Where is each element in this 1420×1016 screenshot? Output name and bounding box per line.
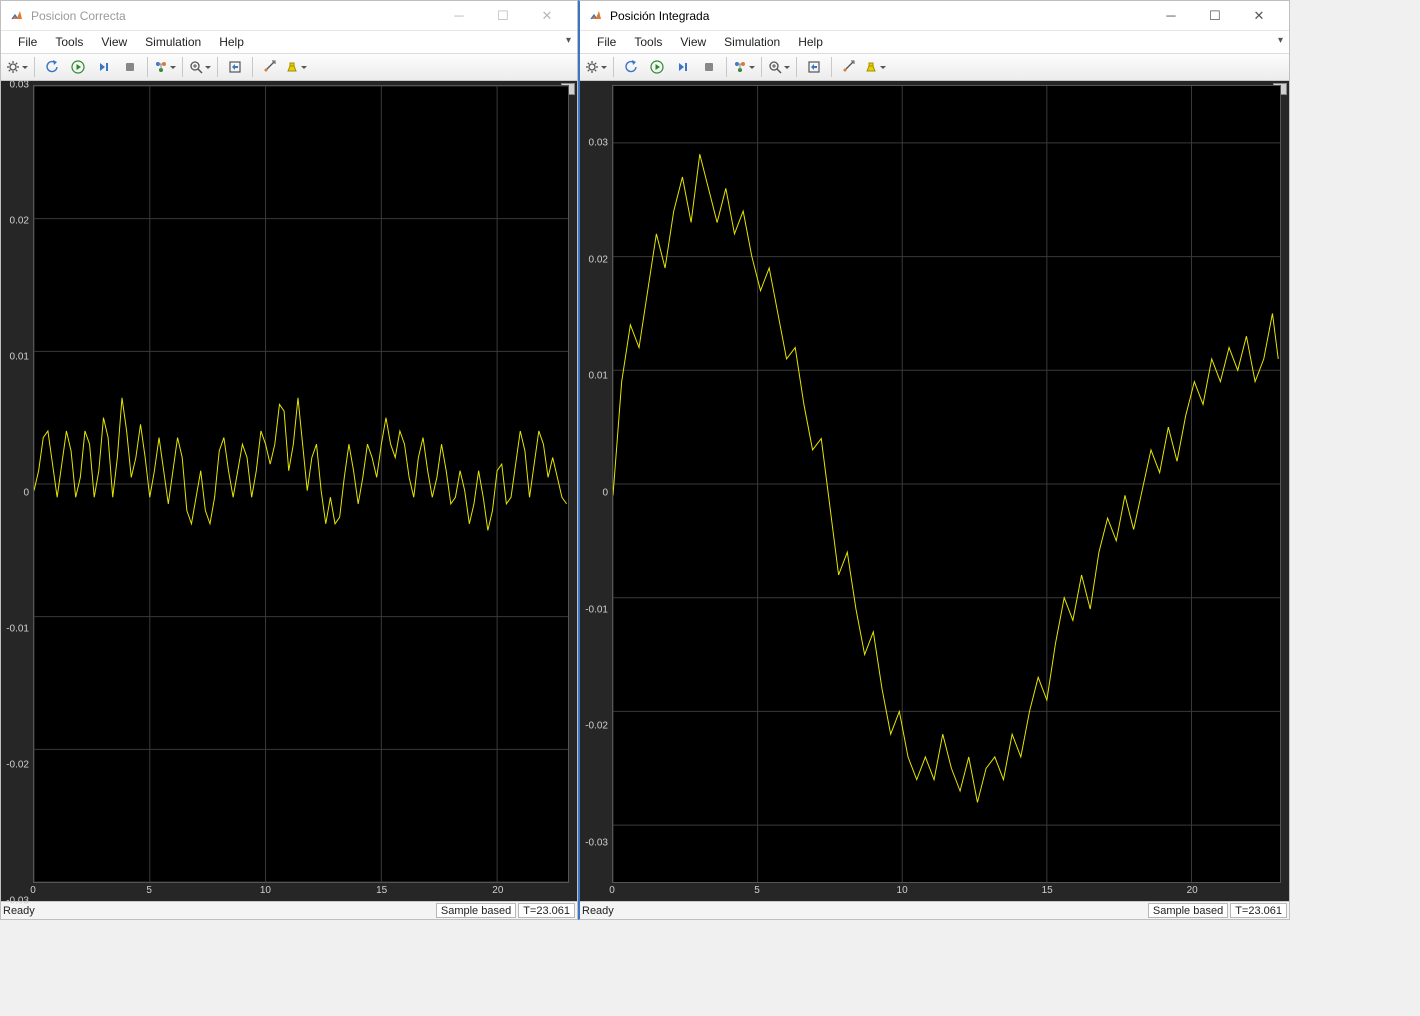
status-mode: Sample based xyxy=(436,903,516,918)
x-axis-left: 0 5 10 15 20 xyxy=(33,883,569,901)
menu-tools[interactable]: Tools xyxy=(625,33,671,51)
status-time: T=23.061 xyxy=(518,903,575,918)
minimize-button[interactable]: ─ xyxy=(437,1,481,31)
scope-area-right: -0.03 -0.02 -0.01 0 0.01 0.02 0.03 0 5 10 15 20 xyxy=(580,81,1289,901)
matlab-icon xyxy=(9,8,25,24)
play-button[interactable] xyxy=(645,56,669,78)
stop-button[interactable] xyxy=(697,56,721,78)
highlight-button[interactable] xyxy=(863,56,887,78)
close-button[interactable]: ✕ xyxy=(1237,1,1281,31)
highlight-button[interactable] xyxy=(284,56,308,78)
y-tick-label: -0.01 xyxy=(6,623,29,634)
menu-view[interactable]: View xyxy=(92,33,136,51)
x-tick-label: 0 xyxy=(609,885,615,896)
y-tick-label: 0.01 xyxy=(589,371,608,382)
x-tick-label: 20 xyxy=(492,885,503,896)
toolbar-left xyxy=(1,53,577,81)
menu-simulation[interactable]: Simulation xyxy=(136,33,210,51)
back-button[interactable] xyxy=(619,56,643,78)
menu-help[interactable]: Help xyxy=(789,33,832,51)
status-time: T=23.061 xyxy=(1230,903,1287,918)
y-tick-label: 0.01 xyxy=(10,351,29,362)
menubar-left: File Tools View Simulation Help ▾ xyxy=(1,31,577,53)
menubar-right: File Tools View Simulation Help ▾ xyxy=(580,31,1289,53)
window-posicion-integrada: Posición Integrada ─ ☐ ✕ File Tools View… xyxy=(578,0,1290,920)
play-button[interactable] xyxy=(66,56,90,78)
toolbar-separator xyxy=(147,57,148,77)
gear-button[interactable] xyxy=(584,56,608,78)
window-title: Posición Integrada xyxy=(610,9,709,23)
menu-tools[interactable]: Tools xyxy=(46,33,92,51)
menu-overflow-icon[interactable]: ▾ xyxy=(566,35,571,46)
zoom-button[interactable] xyxy=(767,56,791,78)
toolbar-separator xyxy=(613,57,614,77)
toolbar-separator xyxy=(217,57,218,77)
x-tick-label: 15 xyxy=(1042,885,1053,896)
statusbar-left: Ready Sample based T=23.061 xyxy=(1,901,577,919)
x-tick-label: 10 xyxy=(260,885,271,896)
y-axis-right: -0.03 -0.02 -0.01 0 0.01 0.02 0.03 xyxy=(582,85,612,901)
status-mode: Sample based xyxy=(1148,903,1228,918)
y-tick-label: -0.02 xyxy=(6,760,29,771)
zoom-button[interactable] xyxy=(188,56,212,78)
config-button[interactable] xyxy=(153,56,177,78)
y-axis-left: -0.03-0.02-0.0100.010.020.03 xyxy=(3,85,33,901)
menu-simulation[interactable]: Simulation xyxy=(715,33,789,51)
measure-button[interactable] xyxy=(837,56,861,78)
scope-area-left: -0.03-0.02-0.0100.010.020.03 05101520 xyxy=(1,81,577,901)
x-axis-right: 0 5 10 15 20 xyxy=(612,883,1281,901)
menu-file[interactable]: File xyxy=(588,33,625,51)
menu-view[interactable]: View xyxy=(671,33,715,51)
x-tick-label: 10 xyxy=(897,885,908,896)
titlebar-left[interactable]: Posicion Correcta ─ ☐ ✕ xyxy=(1,1,577,31)
fit-button[interactable] xyxy=(802,56,826,78)
x-tick-label: 15 xyxy=(376,885,387,896)
y-tick-label: 0 xyxy=(23,488,29,499)
plot-left[interactable] xyxy=(33,85,569,883)
x-tick-label: 5 xyxy=(754,885,760,896)
y-tick-label: -0.03 xyxy=(585,837,608,848)
config-button[interactable] xyxy=(732,56,756,78)
toolbar-separator xyxy=(726,57,727,77)
close-button[interactable]: ✕ xyxy=(525,1,569,31)
toolbar-separator xyxy=(831,57,832,77)
matlab-icon xyxy=(588,8,604,24)
window-title: Posicion Correcta xyxy=(31,9,126,23)
step-button[interactable] xyxy=(92,56,116,78)
measure-button[interactable] xyxy=(258,56,282,78)
y-tick-label: -0.01 xyxy=(585,604,608,615)
gear-button[interactable] xyxy=(5,56,29,78)
stop-button[interactable] xyxy=(118,56,142,78)
menu-file[interactable]: File xyxy=(9,33,46,51)
fit-button[interactable] xyxy=(223,56,247,78)
x-tick-label: 5 xyxy=(146,885,152,896)
toolbar-separator xyxy=(34,57,35,77)
menu-overflow-icon[interactable]: ▾ xyxy=(1278,35,1283,46)
maximize-button[interactable]: ☐ xyxy=(481,1,525,31)
status-ready: Ready xyxy=(582,905,614,917)
window-posicion-correcta: Posicion Correcta ─ ☐ ✕ File Tools View … xyxy=(0,0,578,920)
y-tick-label: 0.03 xyxy=(10,80,29,91)
y-tick-label: 0 xyxy=(602,488,608,499)
toolbar-separator xyxy=(796,57,797,77)
back-button[interactable] xyxy=(40,56,64,78)
menu-help[interactable]: Help xyxy=(210,33,253,51)
toolbar-separator xyxy=(761,57,762,77)
maximize-button[interactable]: ☐ xyxy=(1193,1,1237,31)
step-button[interactable] xyxy=(671,56,695,78)
titlebar-right[interactable]: Posición Integrada ─ ☐ ✕ xyxy=(580,1,1289,31)
y-tick-label: 0.02 xyxy=(589,254,608,265)
y-tick-label: 0.02 xyxy=(10,215,29,226)
y-tick-label: -0.03 xyxy=(6,896,29,907)
x-tick-label: 20 xyxy=(1187,885,1198,896)
statusbar-right: Ready Sample based T=23.061 xyxy=(580,901,1289,919)
toolbar-separator xyxy=(182,57,183,77)
y-tick-label: 0.03 xyxy=(589,138,608,149)
toolbar-separator xyxy=(252,57,253,77)
x-tick-label: 0 xyxy=(30,885,36,896)
y-tick-label: -0.02 xyxy=(585,721,608,732)
minimize-button[interactable]: ─ xyxy=(1149,1,1193,31)
toolbar-right xyxy=(580,53,1289,81)
plot-right[interactable] xyxy=(612,85,1281,883)
